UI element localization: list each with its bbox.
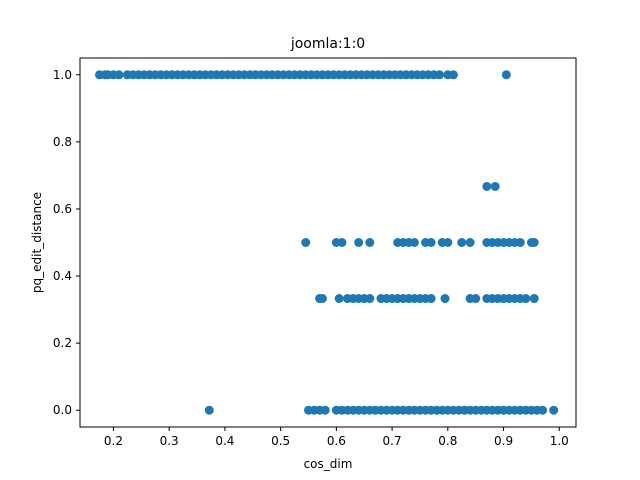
data-point-4 <box>114 70 124 80</box>
data-point-125 <box>320 405 330 415</box>
y-tick-label-5: 1.0 <box>53 68 72 82</box>
data-point-109 <box>440 294 450 304</box>
data-point-64 <box>501 70 511 80</box>
data-point-164 <box>549 405 559 415</box>
x-tick-label-5: 0.7 <box>383 434 402 448</box>
data-point-61 <box>434 70 444 80</box>
data-point-67 <box>301 238 311 247</box>
data-point-121 <box>204 405 214 415</box>
x-tick-label-2: 0.4 <box>215 434 234 448</box>
x-tick-label-3: 0.5 <box>271 434 290 448</box>
data-point-98 <box>365 294 375 304</box>
data-point-92 <box>317 294 327 304</box>
x-tick-label-4: 0.6 <box>327 434 346 448</box>
data-point-65 <box>482 181 492 191</box>
data-point-63 <box>448 70 458 80</box>
points-layer <box>95 70 559 415</box>
data-point-90 <box>529 238 539 247</box>
data-point-108 <box>426 294 436 304</box>
data-point-163 <box>538 405 548 415</box>
x-axis: 0.2 0.3 0.4 0.5 0.6 0.7 0.8 0.9 1.0 <box>104 427 569 448</box>
x-tick-label-0: 0.2 <box>104 434 123 448</box>
plot-frame <box>79 57 577 428</box>
data-point-111 <box>471 294 481 304</box>
chart-title: joomla:1:0 <box>290 36 365 52</box>
x-tick-label-7: 0.9 <box>494 434 513 448</box>
y-tick-label-3: 0.6 <box>53 202 72 216</box>
x-tick-label-1: 0.3 <box>160 434 179 448</box>
y-tick-label-0: 0.0 <box>53 403 72 417</box>
data-point-93 <box>334 294 344 304</box>
y-tick-label-4: 0.8 <box>53 135 72 149</box>
data-point-69 <box>337 238 347 247</box>
y-axis-label: pq_edit_distance <box>30 192 44 293</box>
x-axis-label: cos_dim <box>304 457 353 471</box>
data-point-79 <box>443 238 453 247</box>
y-axis: 0.0 0.2 0.4 0.6 0.8 1.0 <box>53 68 80 417</box>
y-tick-label-1: 0.2 <box>53 336 72 350</box>
data-point-81 <box>465 238 475 247</box>
x-tick-label-6: 0.8 <box>438 434 457 448</box>
data-point-70 <box>354 238 364 247</box>
data-point-66 <box>490 181 500 191</box>
data-point-120 <box>529 294 539 304</box>
data-point-88 <box>515 238 525 247</box>
data-point-75 <box>409 238 419 247</box>
data-point-80 <box>457 238 467 247</box>
y-tick-label-2: 0.4 <box>53 269 72 283</box>
data-point-77 <box>426 238 436 247</box>
x-tick-label-8: 1.0 <box>550 434 569 448</box>
data-point-119 <box>521 294 531 304</box>
data-point-71 <box>365 238 375 247</box>
